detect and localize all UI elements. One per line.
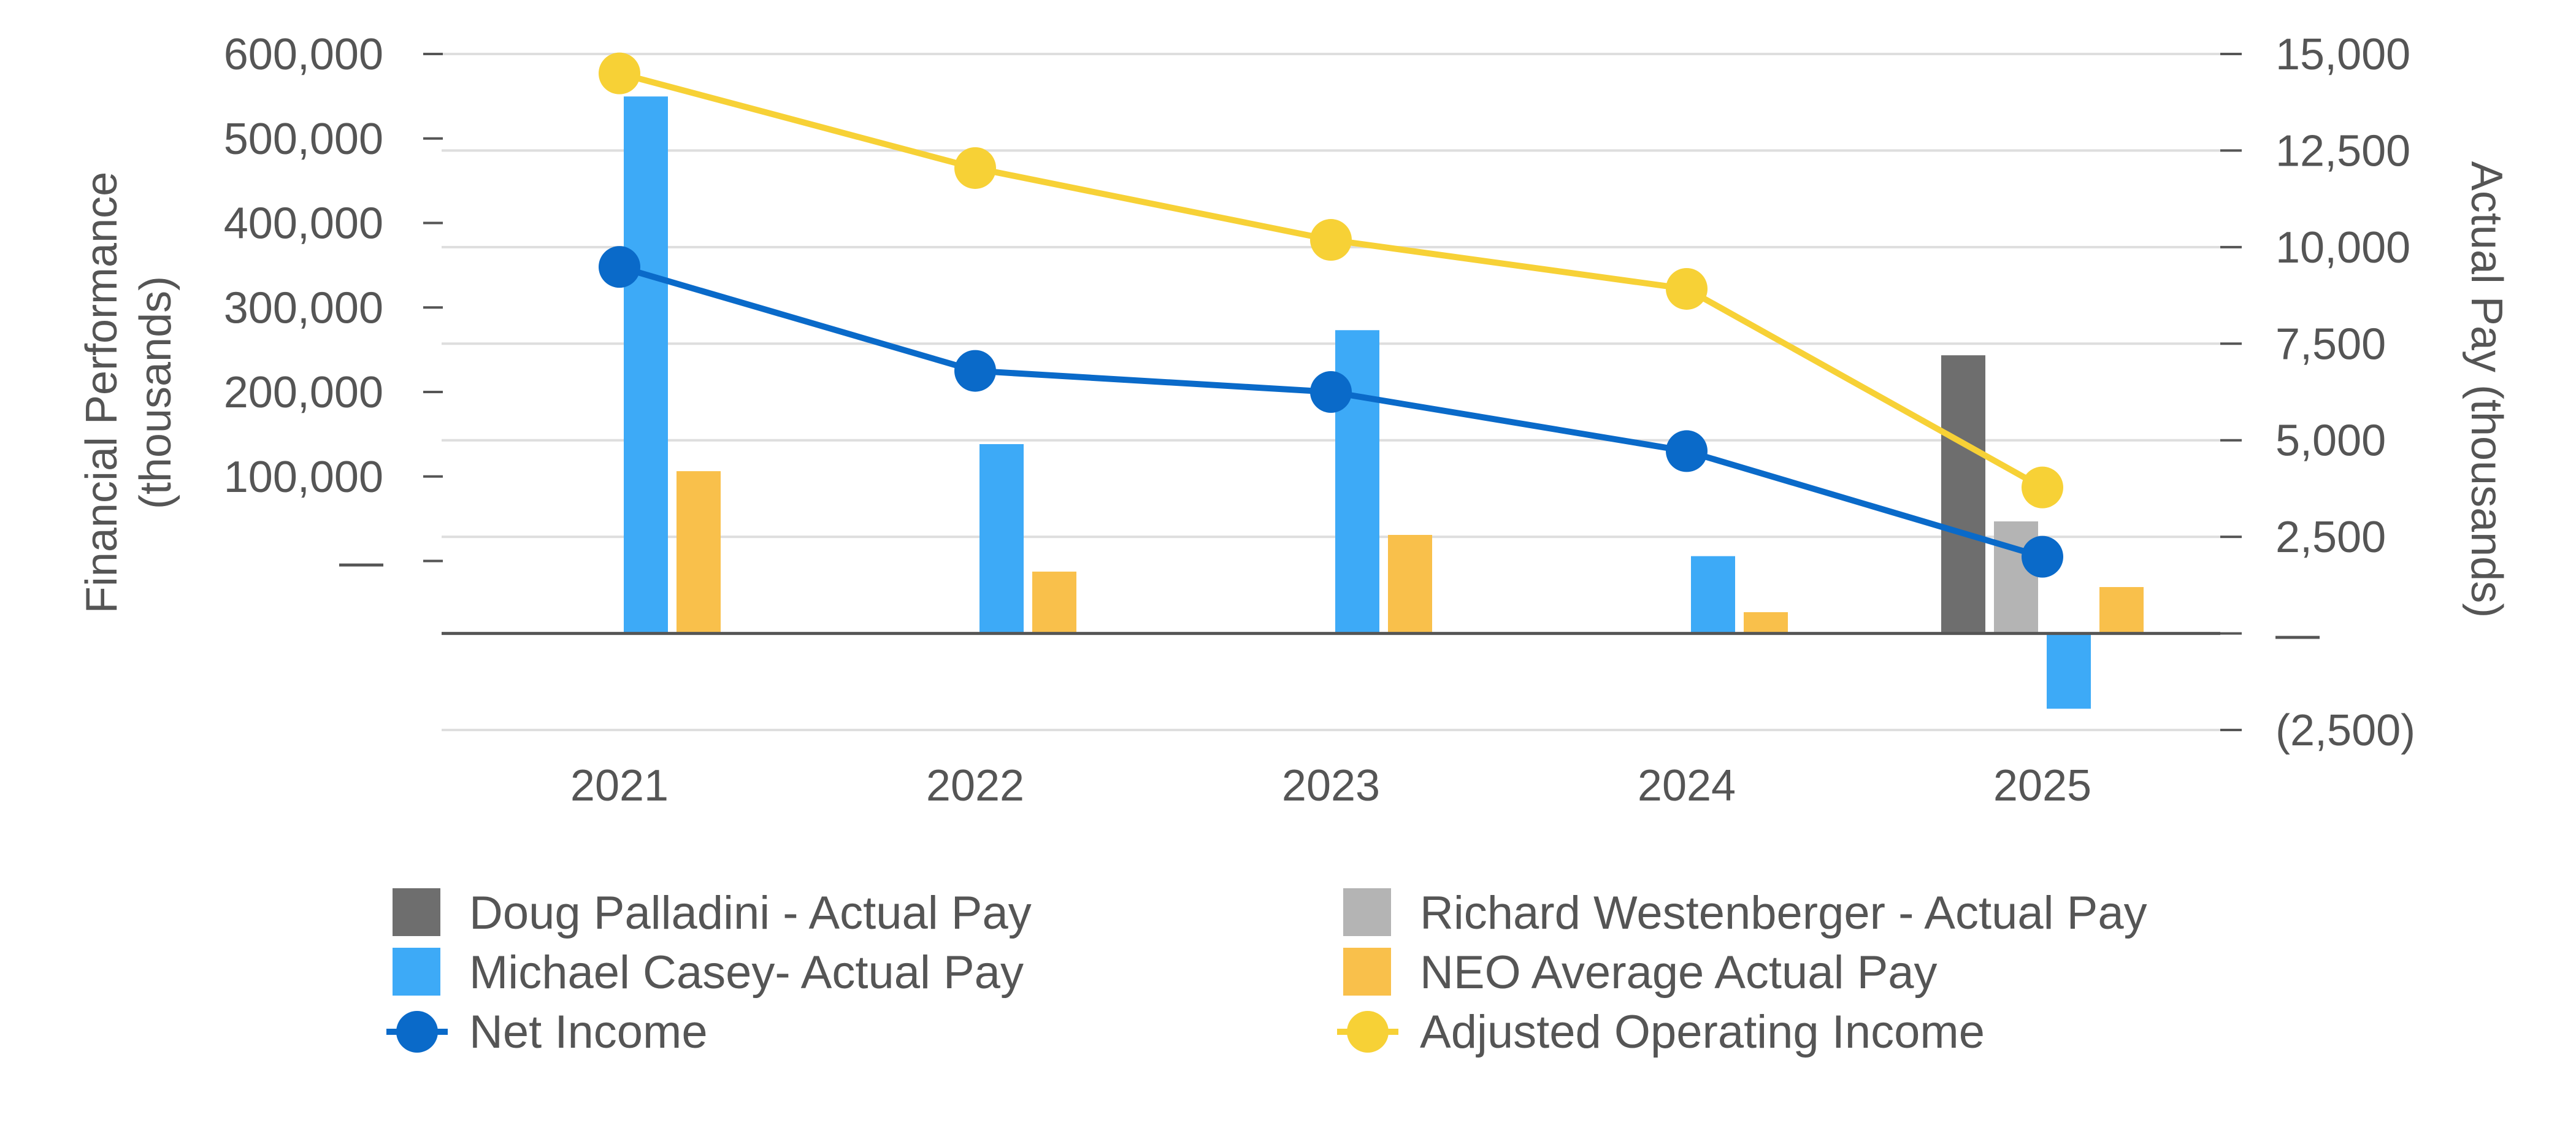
x-axis-tick-label: 2022 — [926, 761, 1024, 810]
x-axis-tick-label: 2021 — [570, 761, 669, 810]
series-point — [954, 147, 996, 189]
bar — [677, 471, 721, 634]
bar — [2047, 633, 2091, 709]
x-axis-tick-label: 2023 — [1282, 761, 1380, 810]
left-axis-tick-label: 100,000 — [224, 453, 383, 502]
lines-layer — [599, 52, 2063, 578]
right-axis-tick-label: 12,500 — [2275, 126, 2410, 175]
series-point — [2022, 466, 2063, 509]
left-axis-tick-label: — — [339, 537, 383, 586]
bar — [1941, 355, 1985, 634]
series-line — [618, 70, 2044, 491]
legend-swatch — [1343, 888, 1391, 936]
legend-marker — [396, 1011, 438, 1053]
left-axis-title-line: Financial Performance — [77, 172, 126, 613]
x-axis-tick-label: 2024 — [1638, 761, 1736, 810]
left-axis-title: Financial Performance (thousands) — [77, 172, 180, 613]
bar — [1032, 571, 1076, 634]
legend-label: Michael Casey- Actual Pay — [469, 947, 1024, 999]
right-axis-tick-label: 10,000 — [2275, 223, 2410, 272]
bar — [979, 444, 1024, 634]
left-axis-tick-label: 500,000 — [224, 115, 383, 164]
bars-layer — [624, 96, 2144, 709]
axes-layer: — 100,000 200,000 300,000 400,000 500,000 600,… — [77, 30, 2511, 810]
legend-label: NEO Average Actual Pay — [1420, 947, 1938, 999]
left-axis-tick-label: 600,000 — [224, 30, 383, 79]
legend-marker — [1347, 1011, 1389, 1053]
bar — [1994, 521, 2038, 634]
right-axis-tick-label: — — [2275, 610, 2320, 659]
bar — [1691, 556, 1735, 634]
left-axis-tick-label: 300,000 — [224, 283, 383, 332]
right-axis-tick-label: 2,500 — [2275, 513, 2386, 562]
legend-swatch — [1343, 948, 1391, 996]
x-axis-tick-label: 2025 — [1993, 761, 2091, 810]
legend-label: Doug Palladini - Actual Pay — [469, 887, 1032, 939]
bar — [2099, 587, 2144, 634]
legend-label: Net Income — [469, 1006, 708, 1058]
legend-layer: Doug Palladini - Actual Pay Richard Weste… — [386, 887, 2147, 1058]
left-axis-title-line: (thousands) — [131, 276, 180, 509]
series-point — [954, 350, 996, 392]
legend-label: Adjusted Operating Income — [1420, 1006, 1985, 1058]
left-axis-tick-label: 200,000 — [224, 368, 383, 417]
series-point — [1310, 219, 1352, 261]
series-point — [1666, 267, 1708, 310]
series-point — [1666, 430, 1708, 472]
right-axis-tick-label: (2,500) — [2275, 706, 2415, 755]
bar — [624, 96, 668, 634]
series-point — [599, 52, 640, 94]
bar — [1388, 534, 1432, 634]
right-axis-tick-label: 5,000 — [2275, 417, 2386, 466]
legend-label: Richard Westenberger - Actual Pay — [1420, 887, 2147, 939]
series-point — [1310, 371, 1352, 413]
left-axis-tick-label: 400,000 — [224, 199, 383, 248]
right-axis-title: Actual Pay (thousands) — [2462, 161, 2511, 618]
right-axis-tick-label: 7,500 — [2275, 320, 2386, 369]
series-point — [2022, 536, 2063, 578]
legend-swatch — [393, 888, 440, 936]
legend-swatch — [393, 948, 440, 996]
series-point — [599, 246, 640, 288]
right-axis-tick-label: 15,000 — [2275, 30, 2410, 79]
bar — [1744, 612, 1788, 634]
